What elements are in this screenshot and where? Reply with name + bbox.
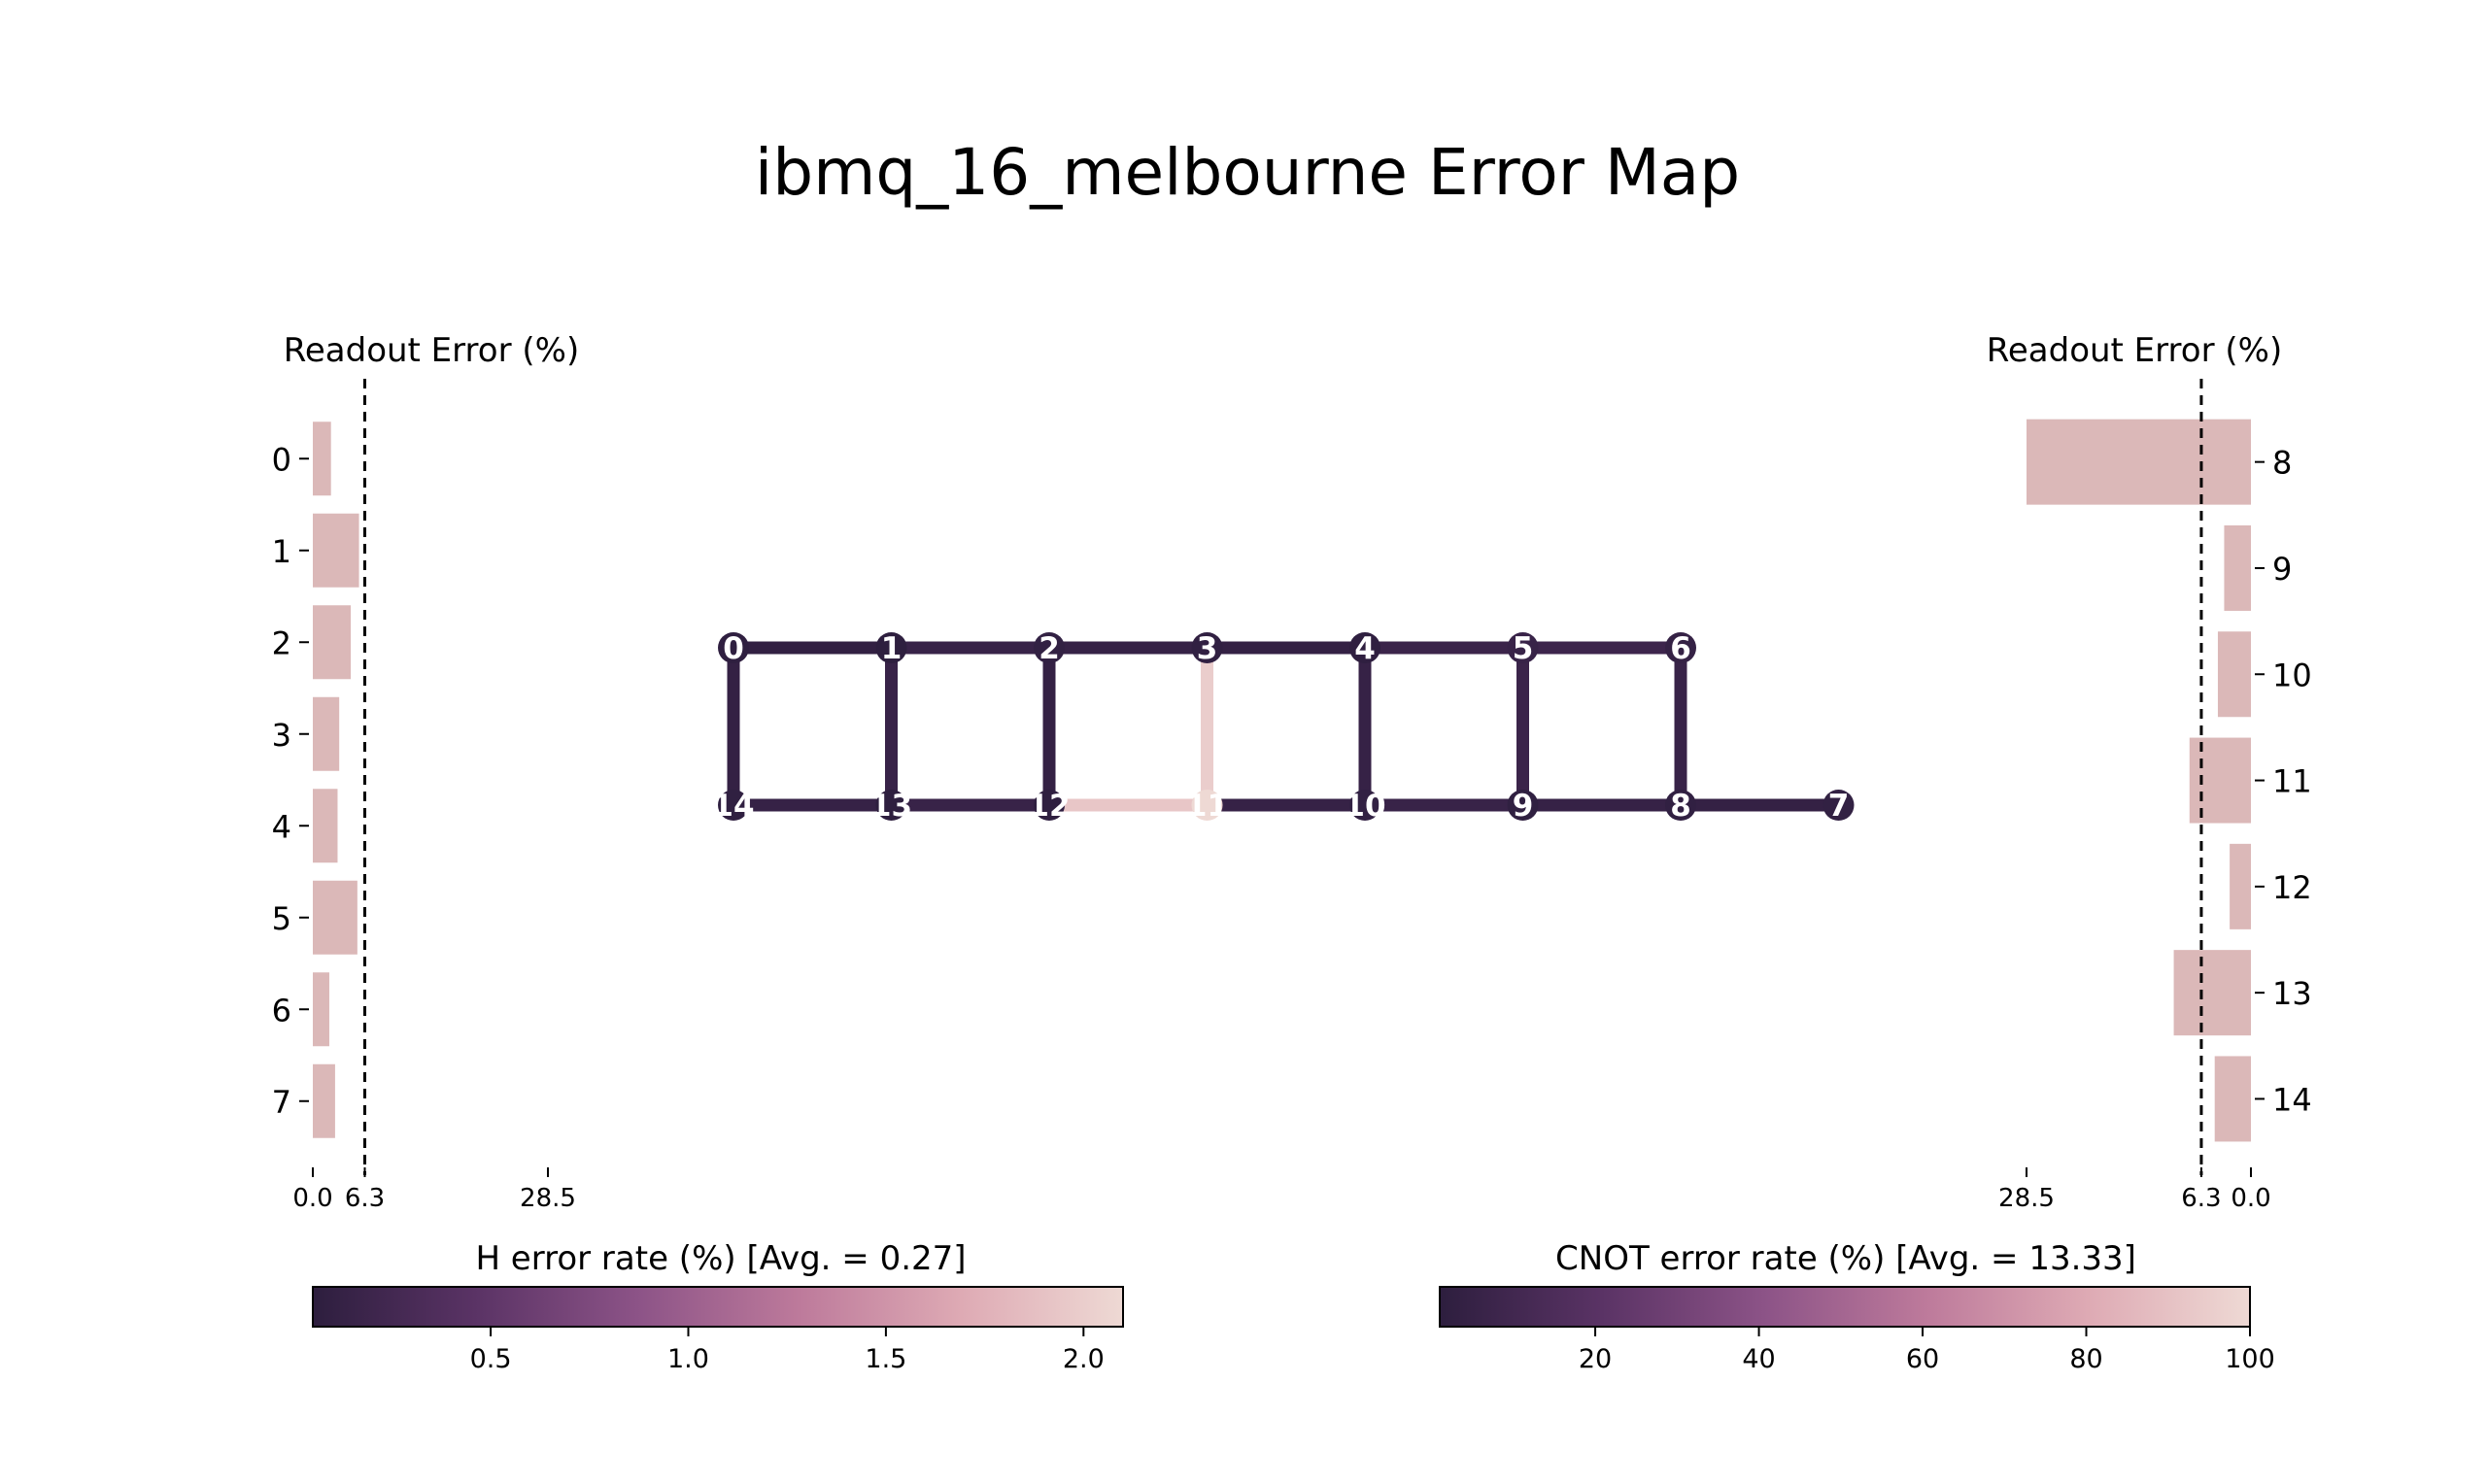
qubit-label-q6: 6	[272, 992, 291, 1029]
readout-bar-q4	[313, 789, 338, 863]
readout-bar-q11	[2189, 737, 2251, 824]
readout-bar-q14	[2214, 1056, 2251, 1142]
qubit-label-q11: 11	[2272, 763, 2312, 800]
qubit-node-6	[1665, 632, 1696, 663]
cnot-colorbar-ticks: 20 40 60 80 100	[1579, 1327, 2275, 1374]
qubit-node-5	[1507, 632, 1539, 663]
qubit-node-13	[875, 790, 907, 821]
qubit-node-label-7: 7	[1828, 789, 1850, 824]
chart-title: ibmq_16_melbourne Error Map	[755, 135, 1740, 210]
readout-bar-q6	[313, 972, 329, 1047]
readout-bar-q8	[2027, 419, 2251, 505]
h-colorbar-label: H error rate (%) [Avg. = 0.27]	[475, 1239, 966, 1278]
colorbar-tick-label: 1.0	[667, 1344, 709, 1374]
x-tick-label: 6.3	[345, 1184, 385, 1213]
cnot-colorbar-label: CNOT error rate (%) [Avg. = 13.33]	[1555, 1239, 2136, 1278]
h-colorbar-ticks: 0.5 1.0 1.5 2.0	[470, 1327, 1105, 1374]
qubit-node-label-2: 2	[1039, 631, 1060, 666]
qubit-node-label-0: 0	[723, 631, 744, 666]
qubit-label-q8: 8	[2272, 445, 2292, 482]
qubit-node-12	[1034, 790, 1065, 821]
readout-right-label: Readout Error (%)	[1987, 331, 2282, 370]
qubit-node-1	[875, 632, 907, 663]
readout-bar-q7	[313, 1063, 335, 1138]
qubit-node-label-6: 6	[1670, 631, 1691, 666]
qubit-label-q14: 14	[2272, 1081, 2312, 1118]
colorbar-tick-label: 1.5	[865, 1344, 906, 1374]
qubit-node-11	[1191, 790, 1223, 821]
qubit-label-q7: 7	[272, 1084, 291, 1121]
qubit-label-q5: 5	[272, 900, 291, 937]
qubit-label-q12: 12	[2272, 869, 2312, 906]
colorbar-tick-label: 0.5	[470, 1344, 512, 1374]
qubit-node-label-12: 12	[1028, 789, 1070, 824]
x-tick-label: 0.0	[2231, 1184, 2270, 1213]
readout-bar-q3	[313, 696, 340, 771]
colorbar-tick-label: 100	[2225, 1344, 2275, 1374]
colorbar-tick-label: 80	[2069, 1344, 2102, 1374]
readout-bar-q13	[2173, 950, 2251, 1036]
readout-bar-q12	[2230, 843, 2251, 929]
qubit-node-label-9: 9	[1513, 789, 1534, 824]
qubit-node-label-10: 10	[1344, 789, 1385, 824]
readout-left-label: Readout Error (%)	[284, 331, 579, 370]
colorbar-tick-label: 60	[1906, 1344, 1939, 1374]
colorbar-tick-label: 2.0	[1063, 1344, 1105, 1374]
readout-left-panel: 0 1 2 3 4 5 6 7 0.0 6.3 28.5	[272, 379, 576, 1213]
readout-bar-q2	[313, 605, 352, 680]
qubit-label-q2: 2	[272, 624, 291, 661]
qubit-label-q10: 10	[2272, 657, 2312, 693]
qubit-node-3	[1191, 632, 1223, 663]
x-tick-label: 6.3	[2181, 1184, 2221, 1213]
qubit-node-4	[1349, 632, 1380, 663]
readout-bar-q5	[313, 880, 358, 955]
qubit-node-10	[1349, 790, 1380, 821]
qubit-node-label-11: 11	[1186, 789, 1228, 824]
qubit-label-q9: 9	[2272, 551, 2292, 588]
qubit-node-8	[1665, 790, 1696, 821]
qubit-label-q3: 3	[272, 717, 291, 754]
qubit-label-q1: 1	[272, 533, 291, 570]
readout-bar-q9	[2224, 524, 2251, 611]
colorbar-tick-label: 40	[1742, 1344, 1775, 1374]
readout-bar-q1	[313, 513, 359, 588]
qubit-label-q13: 13	[2272, 975, 2312, 1012]
qubit-node-label-3: 3	[1197, 631, 1218, 666]
colorbar-tick-label: 20	[1579, 1344, 1612, 1374]
qubit-node-0	[718, 632, 749, 663]
readout-bar-q0	[313, 422, 331, 496]
qubit-node-label-4: 4	[1354, 631, 1376, 666]
readout-bar-q10	[2217, 631, 2251, 718]
qubit-node-label-8: 8	[1670, 789, 1691, 824]
qubit-node-7	[1823, 790, 1855, 821]
qubit-node-9	[1507, 790, 1539, 821]
qubit-node-label-1: 1	[881, 631, 903, 666]
readout-right-panel: 8 9 10 11 12 13 14 28.5 6.3 0.0	[1998, 379, 2312, 1213]
qubit-node-label-5: 5	[1513, 631, 1534, 666]
x-tick-label: 28.5	[1998, 1184, 2055, 1213]
qubit-node-2	[1034, 632, 1065, 663]
x-tick-label: 28.5	[520, 1184, 576, 1213]
qubit-node-14	[718, 790, 749, 821]
x-tick-label: 0.0	[292, 1184, 332, 1213]
qubit-label-q4: 4	[272, 808, 291, 845]
qubit-node-label-13: 13	[870, 789, 912, 824]
h-colorbar	[312, 1286, 1124, 1328]
qubit-label-q0: 0	[272, 441, 291, 478]
qubit-node-label-14: 14	[712, 789, 754, 824]
cnot-colorbar	[1439, 1286, 2251, 1328]
